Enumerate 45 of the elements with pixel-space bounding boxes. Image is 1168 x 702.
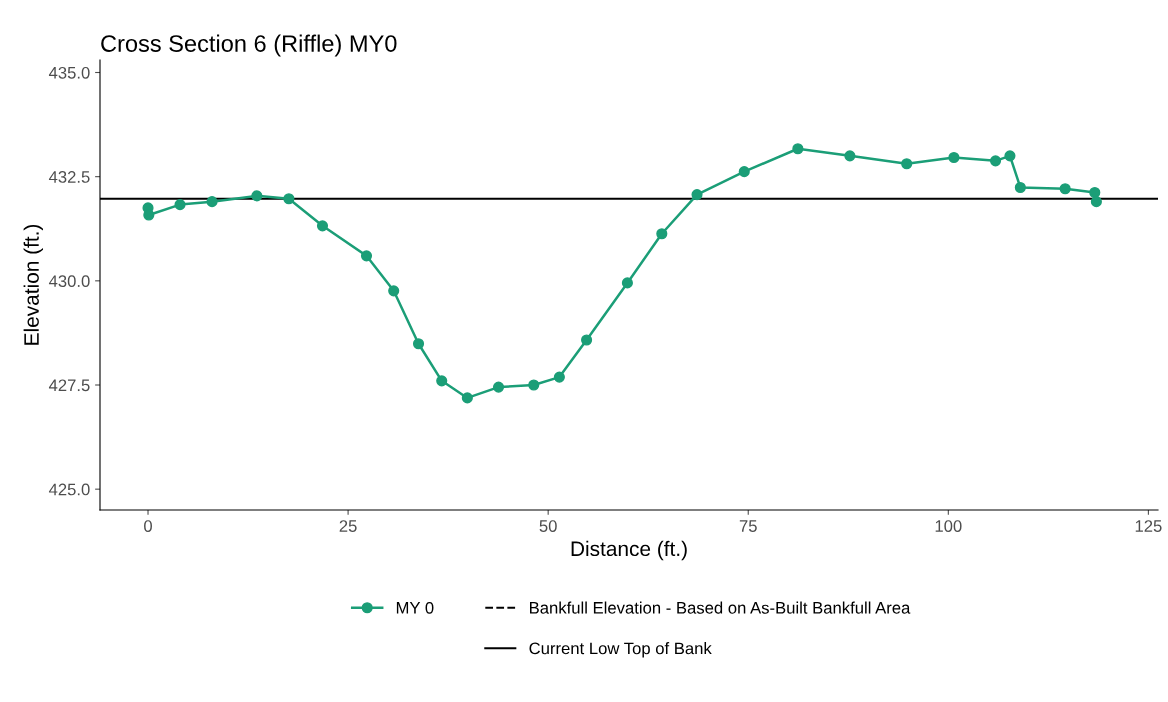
y-tick-label: 430.0 bbox=[48, 275, 90, 288]
point bbox=[656, 228, 668, 240]
point bbox=[412, 338, 425, 350]
legend-label: MY 0 bbox=[396, 601, 434, 614]
point bbox=[901, 158, 913, 170]
point bbox=[1090, 196, 1102, 208]
point bbox=[388, 285, 400, 297]
point bbox=[553, 371, 565, 383]
x-tick-label: 0 bbox=[144, 520, 152, 532]
point bbox=[461, 392, 473, 404]
point bbox=[1004, 150, 1016, 162]
point bbox=[792, 143, 804, 155]
x-axis-title: Distance (ft.) bbox=[571, 540, 687, 561]
y-axis-title: Elevation (ft.) bbox=[23, 224, 44, 345]
point bbox=[1059, 183, 1071, 195]
point bbox=[206, 196, 218, 208]
x-tick-label: 100 bbox=[935, 520, 962, 532]
point bbox=[528, 379, 540, 391]
point bbox=[492, 381, 505, 393]
x-tick-label: 50 bbox=[539, 520, 557, 532]
point bbox=[844, 150, 856, 162]
point bbox=[621, 277, 633, 289]
point bbox=[738, 166, 750, 178]
point bbox=[1014, 181, 1026, 194]
point bbox=[360, 250, 373, 262]
text: Bankfull Elevation - Based on As-Built Bankfull Area bbox=[530, 601, 911, 614]
point bbox=[948, 151, 960, 164]
point bbox=[691, 189, 703, 201]
y-tick-label: 435.0 bbox=[48, 66, 90, 79]
y-tick-label: 425.0 bbox=[48, 483, 90, 496]
x-tick-label: 75 bbox=[739, 520, 757, 532]
x-tick-label: 125 bbox=[1135, 520, 1162, 532]
y-tick-label: 427.5 bbox=[48, 379, 90, 392]
point bbox=[436, 375, 448, 387]
x-tick-label: 25 bbox=[339, 520, 357, 532]
point bbox=[989, 155, 1002, 167]
point bbox=[581, 334, 593, 346]
legend-label: Current Low Top of Bank bbox=[529, 642, 712, 658]
point bbox=[316, 220, 329, 232]
point bbox=[174, 199, 186, 211]
y-tick-label: 432.5 bbox=[48, 171, 90, 183]
point bbox=[251, 190, 263, 202]
point bbox=[1089, 186, 1101, 199]
chart-title: Cross Section 6 (Riffle) MY0 bbox=[101, 34, 397, 57]
point bbox=[283, 193, 295, 205]
